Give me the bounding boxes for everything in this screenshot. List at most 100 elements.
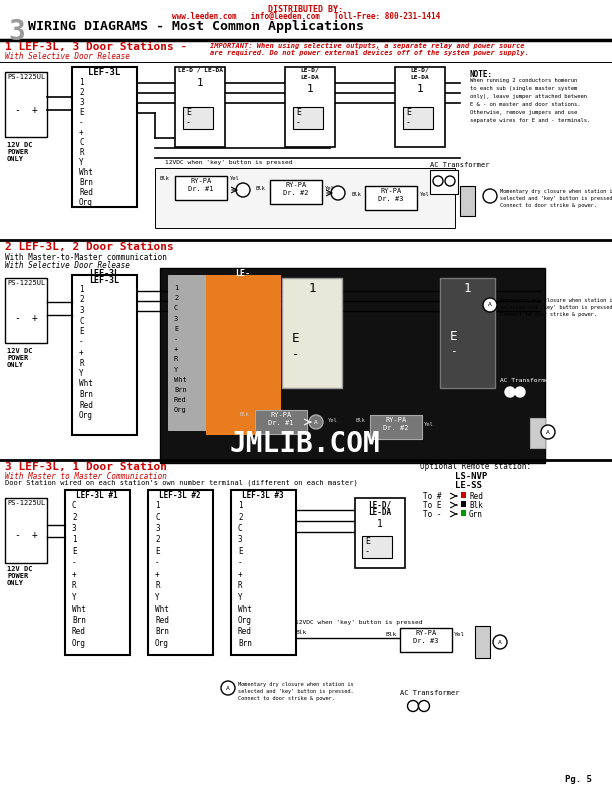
Text: +: + bbox=[72, 570, 76, 579]
Text: To E: To E bbox=[423, 501, 441, 510]
Text: Org: Org bbox=[72, 639, 86, 648]
Text: R: R bbox=[155, 581, 160, 591]
Text: E: E bbox=[296, 108, 301, 117]
Text: Momentary dry closure when station is: Momentary dry closure when station is bbox=[500, 189, 612, 194]
Text: -: - bbox=[450, 346, 457, 356]
Bar bbox=[430, 170, 458, 194]
Text: -: - bbox=[79, 337, 84, 347]
Text: -: - bbox=[79, 118, 84, 127]
Text: To -: To - bbox=[423, 510, 441, 519]
Text: Brn: Brn bbox=[238, 639, 252, 648]
Text: selected and 'key' button is pressed.: selected and 'key' button is pressed. bbox=[500, 305, 612, 310]
Bar bbox=[440, 278, 495, 388]
Text: AC Transformer: AC Transformer bbox=[400, 690, 460, 696]
Text: LE-D/: LE-D/ bbox=[368, 500, 392, 509]
Text: Red: Red bbox=[79, 401, 93, 409]
Text: Dr. #3: Dr. #3 bbox=[413, 638, 439, 644]
Bar bbox=[461, 492, 466, 498]
Text: -: - bbox=[174, 336, 178, 342]
Text: Momentary dry closure when station is: Momentary dry closure when station is bbox=[238, 682, 354, 687]
Text: Wht: Wht bbox=[79, 168, 93, 177]
Text: E: E bbox=[365, 537, 370, 546]
Text: 2: 2 bbox=[238, 512, 242, 521]
Bar bbox=[72, 67, 137, 207]
Text: E: E bbox=[292, 332, 299, 345]
Text: Connect to door strike & power.: Connect to door strike & power. bbox=[500, 203, 597, 208]
Text: Yel: Yel bbox=[230, 176, 240, 181]
Text: 1: 1 bbox=[377, 519, 383, 529]
Text: Org: Org bbox=[79, 411, 93, 420]
Bar bbox=[270, 180, 322, 204]
Text: E: E bbox=[450, 330, 458, 343]
Text: Dr. #1: Dr. #1 bbox=[188, 186, 214, 192]
Text: 2: 2 bbox=[72, 512, 76, 521]
Circle shape bbox=[221, 681, 235, 695]
Text: LEF-3L #2: LEF-3L #2 bbox=[159, 491, 201, 500]
Text: R: R bbox=[72, 581, 76, 591]
Text: Yel: Yel bbox=[420, 192, 430, 197]
Text: AC Transformer: AC Transformer bbox=[500, 378, 553, 383]
Text: Dr. #2: Dr. #2 bbox=[283, 190, 308, 196]
Text: 1: 1 bbox=[155, 501, 160, 510]
Circle shape bbox=[483, 298, 497, 312]
Text: 1: 1 bbox=[307, 84, 313, 94]
Text: -: - bbox=[14, 313, 20, 323]
Text: To #: To # bbox=[423, 492, 441, 501]
Bar bbox=[5, 278, 47, 343]
Text: 3: 3 bbox=[155, 524, 160, 533]
Text: A: A bbox=[314, 420, 318, 425]
Text: Blk: Blk bbox=[159, 176, 169, 181]
Text: Brn: Brn bbox=[155, 627, 169, 637]
Text: Red: Red bbox=[155, 616, 169, 625]
Bar bbox=[293, 107, 323, 129]
Text: E: E bbox=[174, 326, 178, 332]
Text: -: - bbox=[365, 547, 370, 556]
Text: 1: 1 bbox=[79, 78, 84, 87]
Text: LS-NVP: LS-NVP bbox=[455, 472, 487, 481]
Text: LE-D / LE-DA: LE-D / LE-DA bbox=[177, 68, 223, 73]
Circle shape bbox=[515, 387, 525, 397]
Circle shape bbox=[505, 387, 515, 397]
Circle shape bbox=[331, 186, 345, 200]
Text: A: A bbox=[498, 639, 502, 645]
Text: -: - bbox=[14, 530, 20, 540]
Text: RY-PA: RY-PA bbox=[381, 188, 401, 194]
Text: RY-PA: RY-PA bbox=[285, 182, 307, 188]
Text: -: - bbox=[186, 118, 191, 127]
Text: LEF-3L: LEF-3L bbox=[89, 276, 119, 285]
Text: Blk: Blk bbox=[351, 192, 360, 197]
Bar bbox=[183, 107, 213, 129]
Text: ONLY: ONLY bbox=[7, 580, 24, 586]
Text: -: - bbox=[14, 105, 20, 115]
Text: R: R bbox=[238, 581, 242, 591]
Text: Yel: Yel bbox=[424, 422, 434, 427]
Bar bbox=[370, 415, 422, 439]
Text: Yel: Yel bbox=[328, 418, 338, 423]
Bar bbox=[400, 628, 452, 652]
Text: A: A bbox=[488, 303, 492, 307]
Bar bbox=[530, 418, 545, 448]
Text: A: A bbox=[546, 429, 550, 435]
Text: Y: Y bbox=[72, 593, 76, 602]
Text: Red: Red bbox=[72, 627, 86, 637]
Text: RY-PA: RY-PA bbox=[271, 412, 292, 418]
Text: +: + bbox=[155, 570, 160, 579]
Text: Otherwise, remove jumpers and use: Otherwise, remove jumpers and use bbox=[470, 110, 577, 115]
Text: Wht: Wht bbox=[72, 604, 86, 614]
Text: With Selective Door Release: With Selective Door Release bbox=[5, 261, 130, 270]
Text: 2: 2 bbox=[79, 295, 84, 304]
Text: Brn: Brn bbox=[72, 616, 86, 625]
Text: are required. Do not power external devices off of the system power supply.: are required. Do not power external devi… bbox=[210, 49, 529, 56]
Text: A: A bbox=[226, 686, 230, 691]
Text: When running 2 conductors homerun: When running 2 conductors homerun bbox=[470, 78, 577, 83]
Text: Door Station wired on each station's own number terminal (different on each mast: Door Station wired on each station's own… bbox=[5, 480, 358, 486]
Text: -: - bbox=[292, 348, 299, 361]
Text: 3: 3 bbox=[72, 524, 76, 533]
Text: With Master to Master Communication: With Master to Master Communication bbox=[5, 472, 167, 481]
Text: RY-PA: RY-PA bbox=[190, 178, 212, 184]
Text: 12V DC: 12V DC bbox=[7, 142, 32, 148]
Text: 1: 1 bbox=[417, 84, 424, 94]
Text: R: R bbox=[79, 148, 84, 157]
Bar bbox=[282, 278, 342, 388]
Text: E: E bbox=[155, 547, 160, 556]
